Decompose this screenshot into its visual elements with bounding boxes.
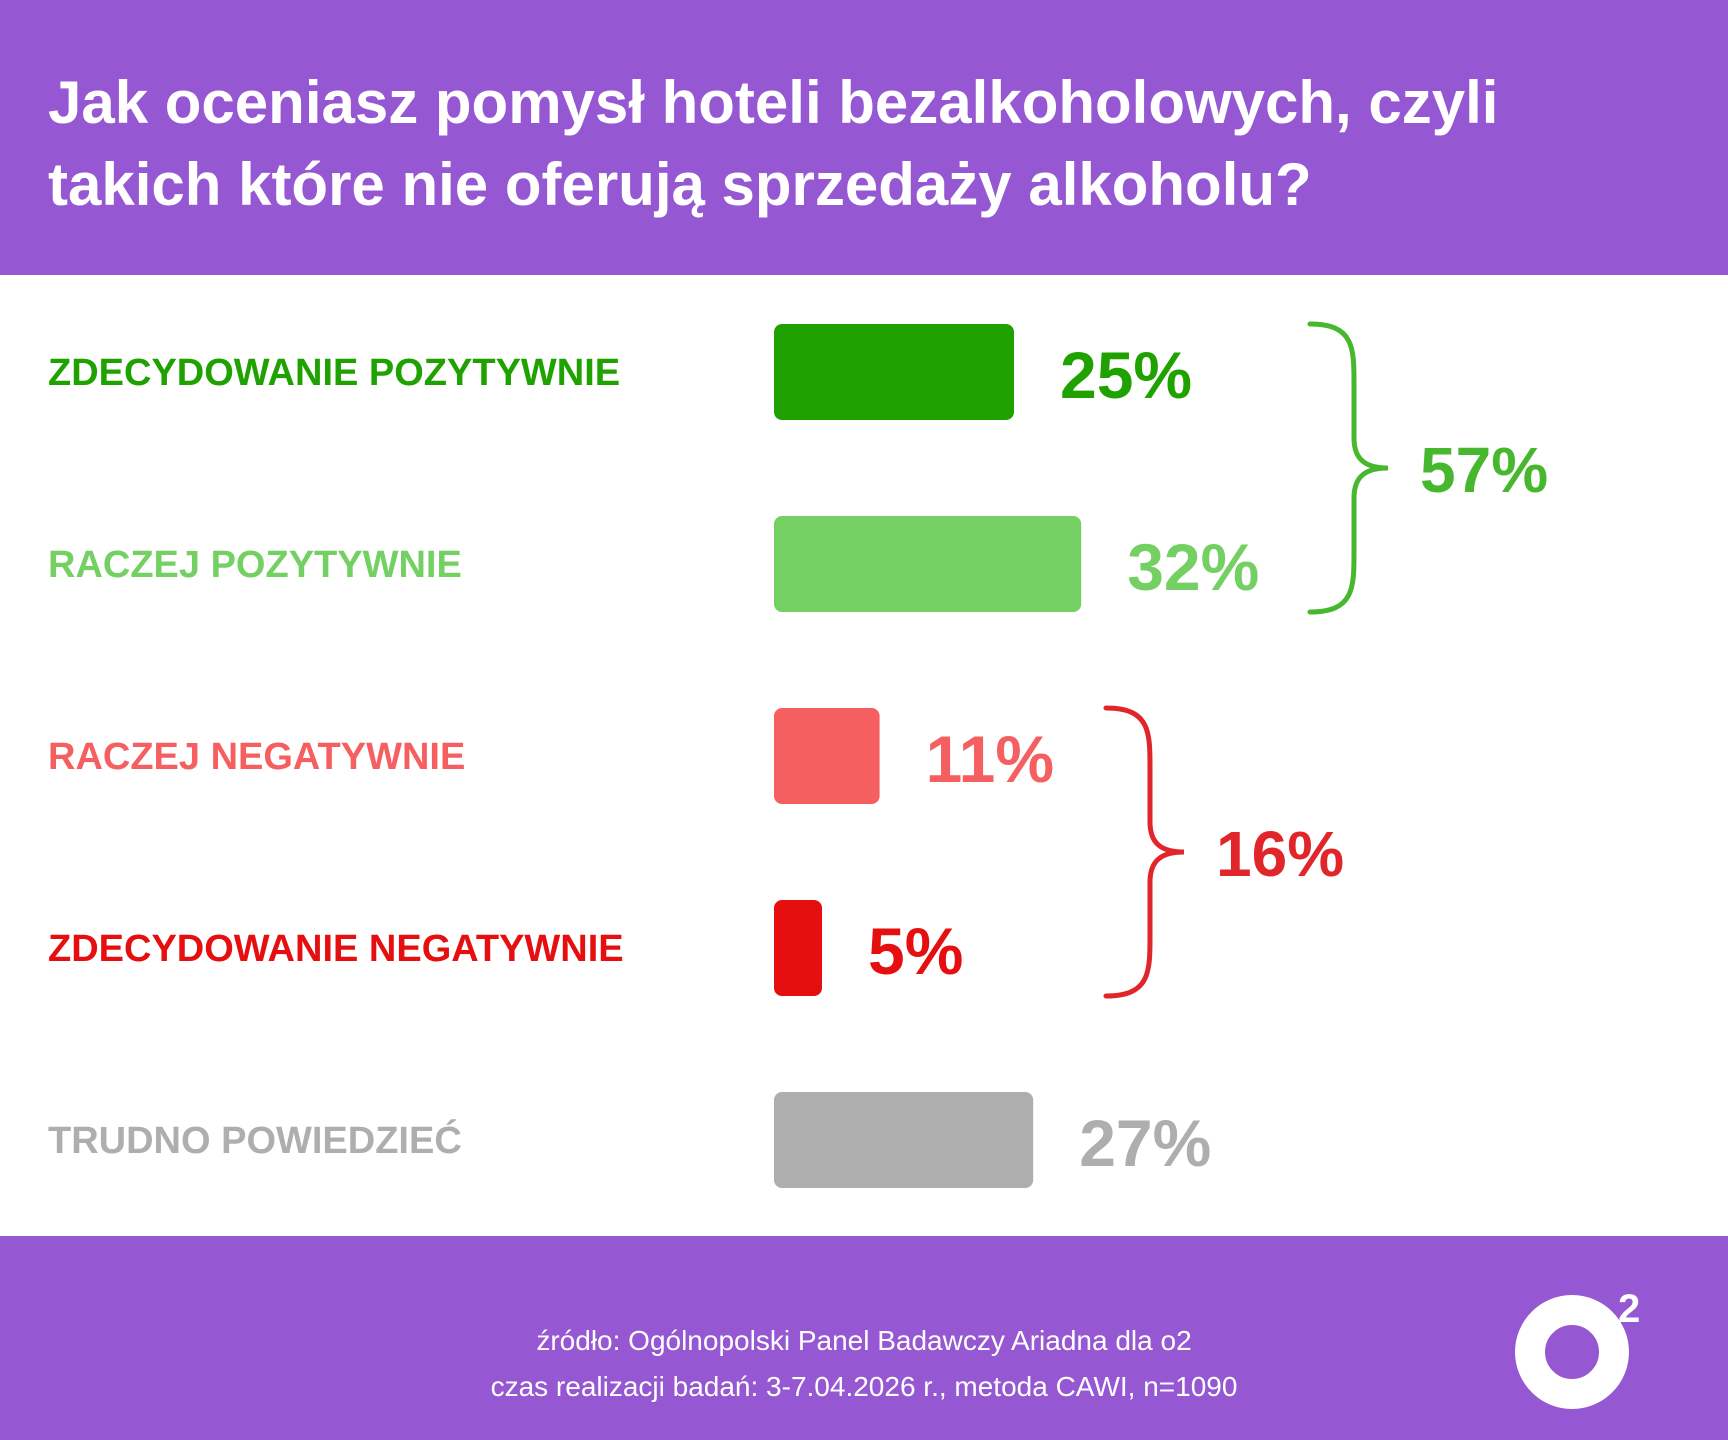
bar	[774, 900, 822, 996]
bar	[774, 1092, 1034, 1188]
value-label: 11%	[926, 722, 1054, 796]
title-line-2: takich które nie oferują sprzedaży alkoh…	[48, 151, 1312, 218]
title-line-1: Jak oceniasz pomysł hoteli bezalkoholowy…	[48, 69, 1499, 136]
bar	[774, 708, 880, 804]
source-line-1: źródło: Ogólnopolski Panel Badawczy Aria…	[536, 1325, 1192, 1356]
category-label: RACZEJ POZYTYWNIE	[48, 544, 462, 586]
value-label: 32%	[1127, 530, 1259, 604]
bar	[774, 324, 1014, 420]
group-total-label: 16%	[1216, 818, 1344, 890]
source-note: źródło: Ogólnopolski Panel Badawczy Aria…	[0, 1318, 1728, 1410]
header-banner: Jak oceniasz pomysł hoteli bezalkoholowy…	[0, 0, 1728, 275]
category-label: ZDECYDOWANIE NEGATYWNIE	[48, 928, 624, 970]
logo-ring	[1515, 1295, 1629, 1409]
group-brace	[1307, 321, 1389, 615]
value-label: 25%	[1060, 338, 1192, 412]
source-line-2: czas realizacji badań: 3-7.04.2026 r., m…	[490, 1371, 1238, 1402]
category-label: RACZEJ NEGATYWNIE	[48, 736, 465, 778]
bar	[774, 516, 1082, 612]
category-label: ZDECYDOWANIE POZYTYWNIE	[48, 352, 620, 394]
logo-superscript: 2	[1618, 1287, 1640, 1331]
value-label: 5%	[868, 914, 963, 988]
o2-logo-icon: 2	[1515, 1287, 1640, 1409]
group-brace	[1103, 705, 1185, 999]
value-label: 27%	[1079, 1106, 1211, 1180]
category-label: TRUDNO POWIEDZIEĆ	[48, 1118, 462, 1162]
chart-title: Jak oceniasz pomysł hoteli bezalkoholowy…	[48, 62, 1668, 226]
group-total-label: 57%	[1420, 434, 1548, 506]
footer-banner	[0, 1236, 1728, 1440]
